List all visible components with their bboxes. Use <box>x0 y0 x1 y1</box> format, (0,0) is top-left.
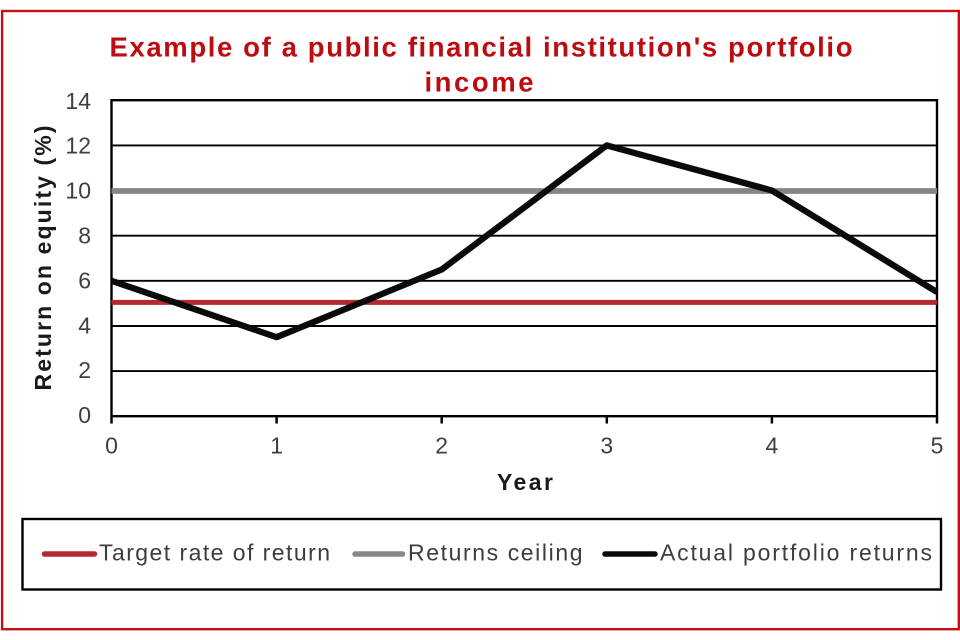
svg-text:Target rate of return: Target rate of return <box>99 540 330 566</box>
svg-text:8: 8 <box>78 223 91 249</box>
svg-text:4: 4 <box>766 432 779 458</box>
svg-text:14: 14 <box>65 88 91 114</box>
svg-text:6: 6 <box>78 267 91 293</box>
svg-text:4: 4 <box>78 312 91 338</box>
svg-text:Returns ceiling: Returns ceiling <box>408 540 583 566</box>
svg-text:Return on equity (%): Return on equity (%) <box>30 126 56 391</box>
svg-text:2: 2 <box>435 432 448 458</box>
svg-text:2: 2 <box>78 357 91 383</box>
svg-text:income: income <box>425 67 534 98</box>
svg-text:Year: Year <box>497 469 553 495</box>
svg-text:1: 1 <box>270 432 283 458</box>
svg-text:5: 5 <box>931 432 944 458</box>
svg-text:Actual portfolio returns: Actual portfolio returns <box>660 540 932 566</box>
svg-text:0: 0 <box>78 402 91 428</box>
svg-text:Example of a public financial: Example of a public financial institutio… <box>110 31 853 62</box>
svg-text:12: 12 <box>65 133 91 159</box>
svg-text:0: 0 <box>105 432 118 458</box>
svg-text:10: 10 <box>65 178 91 204</box>
svg-text:3: 3 <box>600 432 613 458</box>
